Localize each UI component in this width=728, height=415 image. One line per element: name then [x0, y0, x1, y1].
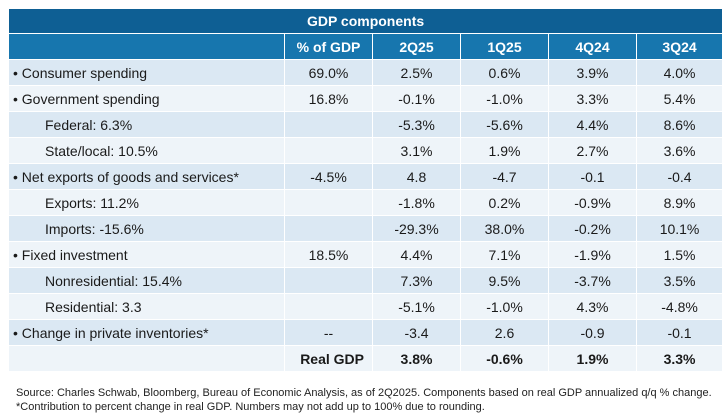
value-cell: 3.3% — [548, 85, 637, 112]
value-cell: -0.1 — [548, 163, 637, 190]
value-cell: 3.1% — [372, 137, 461, 164]
value-cell: -0.4 — [635, 163, 724, 190]
value-cell: 3.5% — [635, 267, 724, 294]
value-cell: 4.0% — [635, 59, 724, 86]
table-row: • Fixed investment 18.5% 4.4% 7.1% -1.9% 1.5% — [8, 241, 724, 268]
share-of-gdp-cell — [284, 267, 373, 294]
share-of-gdp-cell — [284, 111, 373, 138]
value-cell: 4.3% — [548, 293, 637, 320]
value-cell: 4.4% — [548, 111, 637, 138]
share-of-gdp-cell — [284, 189, 373, 216]
share-of-gdp-cell — [284, 137, 373, 164]
share-of-gdp-cell: -4.5% — [284, 163, 373, 190]
row-label: • Change in private inventories* — [8, 319, 285, 346]
table-row: • Change in private inventories* -- -3.4 2.… — [8, 319, 724, 346]
table-body: • Consumer spending 69.0% 2.5% 0.6% 3.9% 4.0%… — [8, 59, 724, 372]
value-cell: -4.7 — [460, 163, 549, 190]
value-cell: 38.0% — [460, 215, 549, 242]
table-row: Federal: 6.3% -5.3% -5.6% 4.4% 8.6% — [8, 111, 724, 138]
value-cell: -0.9% — [548, 189, 637, 216]
value-cell: -0.9 — [548, 319, 637, 346]
value-cell: 7.1% — [460, 241, 549, 268]
row-label: • Government spending — [8, 85, 285, 112]
row-label: Exports: 11.2% — [8, 189, 285, 216]
value-cell: 5.4% — [635, 85, 724, 112]
total-value-cell: 3.3% — [635, 345, 724, 372]
value-cell: -1.0% — [460, 293, 549, 320]
row-label: • Fixed investment — [8, 241, 285, 268]
header-row: % of GDP 2Q25 1Q25 4Q24 3Q24 — [8, 33, 724, 60]
value-cell: 4.4% — [372, 241, 461, 268]
value-cell: 7.3% — [372, 267, 461, 294]
value-cell: -5.3% — [372, 111, 461, 138]
column-header: 3Q24 — [635, 33, 724, 60]
gdp-components-table: GDP components % of GDP 2Q25 1Q25 4Q24 3… — [7, 8, 724, 372]
value-cell: -0.1 — [635, 319, 724, 346]
column-header — [8, 33, 285, 60]
value-cell: -3.7% — [548, 267, 637, 294]
share-of-gdp-cell: 18.5% — [284, 241, 373, 268]
value-cell: 2.7% — [548, 137, 637, 164]
gdp-table-container: GDP components % of GDP 2Q25 1Q25 4Q24 3… — [7, 8, 724, 413]
value-cell: 3.9% — [548, 59, 637, 86]
value-cell: -0.1% — [372, 85, 461, 112]
table-row: Nonresidential: 15.4% 7.3% 9.5% -3.7% 3.5% — [8, 267, 724, 294]
value-cell: 3.6% — [635, 137, 724, 164]
table-row: State/local: 10.5% 3.1% 1.9% 2.7% 3.6% — [8, 137, 724, 164]
value-cell: 1.5% — [635, 241, 724, 268]
value-cell: 2.6 — [460, 319, 549, 346]
empty-cell — [8, 345, 285, 372]
source-footnote: Source: Charles Schwab, Bloomberg, Burea… — [16, 387, 712, 413]
value-cell: -3.4 — [372, 319, 461, 346]
share-of-gdp-cell: -- — [284, 319, 373, 346]
table-row: Imports: -15.6% -29.3% 38.0% -0.2% 10.1% — [8, 215, 724, 242]
value-cell: 1.9% — [460, 137, 549, 164]
table-row: Exports: 11.2% -1.8% 0.2% -0.9% 8.9% — [8, 189, 724, 216]
total-row: Real GDP 3.8% -0.6% 1.9% 3.3% — [8, 345, 724, 372]
value-cell: -5.1% — [372, 293, 461, 320]
value-cell: -1.0% — [460, 85, 549, 112]
table-title: GDP components — [7, 8, 724, 34]
share-of-gdp-cell: 69.0% — [284, 59, 373, 86]
value-cell: 10.1% — [635, 215, 724, 242]
row-label: • Consumer spending — [8, 59, 285, 86]
value-cell: -0.2% — [548, 215, 637, 242]
row-label: Nonresidential: 15.4% — [8, 267, 285, 294]
column-header: 1Q25 — [460, 33, 549, 60]
share-of-gdp-cell — [284, 293, 373, 320]
value-cell: 9.5% — [460, 267, 549, 294]
row-label: State/local: 10.5% — [8, 137, 285, 164]
table-row: • Government spending 16.8% -0.1% -1.0% 3.3%… — [8, 85, 724, 112]
value-cell: 2.5% — [372, 59, 461, 86]
total-value-cell: 1.9% — [548, 345, 637, 372]
value-cell: 0.6% — [460, 59, 549, 86]
table-row: • Consumer spending 69.0% 2.5% 0.6% 3.9% 4.0% — [8, 59, 724, 86]
row-label: • Net exports of goods and services* — [8, 163, 285, 190]
row-label: Federal: 6.3% — [8, 111, 285, 138]
row-label: Residential: 3.3 — [8, 293, 285, 320]
row-label: Imports: -15.6% — [8, 215, 285, 242]
value-cell: -1.9% — [548, 241, 637, 268]
column-header: 4Q24 — [548, 33, 637, 60]
share-of-gdp-cell: 16.8% — [284, 85, 373, 112]
value-cell: -5.6% — [460, 111, 549, 138]
table-row: • Net exports of goods and services* -4.5… — [8, 163, 724, 190]
value-cell: -29.3% — [372, 215, 461, 242]
column-header: 2Q25 — [372, 33, 461, 60]
value-cell: 4.8 — [372, 163, 461, 190]
table-row: Residential: 3.3 -5.1% -1.0% 4.3% -4.8% — [8, 293, 724, 320]
value-cell: -1.8% — [372, 189, 461, 216]
total-label: Real GDP — [284, 345, 373, 372]
value-cell: 8.9% — [635, 189, 724, 216]
column-header: % of GDP — [284, 33, 373, 60]
total-value-cell: 3.8% — [372, 345, 461, 372]
value-cell: 8.6% — [635, 111, 724, 138]
value-cell: -4.8% — [635, 293, 724, 320]
value-cell: 0.2% — [460, 189, 549, 216]
total-value-cell: -0.6% — [460, 345, 549, 372]
share-of-gdp-cell — [284, 215, 373, 242]
